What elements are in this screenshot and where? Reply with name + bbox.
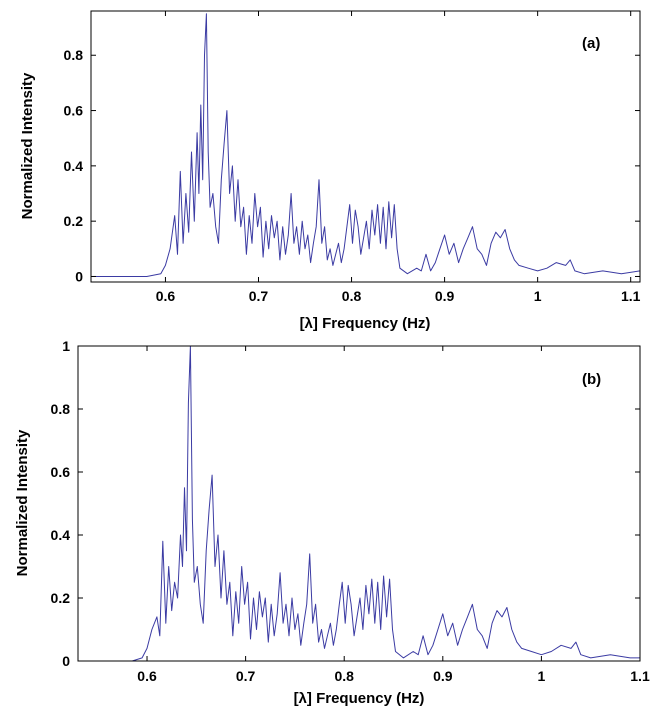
panel-b-ytick-label: 1 <box>62 338 70 354</box>
panel-a-xtick-label: 0.6 <box>156 288 176 304</box>
panel-a-ytick-label: 0 <box>75 268 83 284</box>
panel-a-tag: (a) <box>582 35 600 52</box>
panel-b-xtick-label: 0.9 <box>433 668 453 684</box>
panel-a-ytick-label: 0.2 <box>64 213 84 229</box>
panel-a: 0.6 0.7 0.8 0.9 1 1.1 0 0.2 0.4 0.6 0.8 (a) [λ] Fr… <box>19 10 641 332</box>
panel-b-xtick-label: 1.1 <box>630 668 650 684</box>
panel-b-xtick-label: 0.6 <box>137 668 157 684</box>
panel-a-ytick-label: 0.8 <box>64 47 84 63</box>
panel-b-frame <box>77 345 641 662</box>
panel-a-ytick-label: 0.4 <box>64 158 84 174</box>
panel-b-xlabel: [λ] Frequency (Hz) <box>294 690 425 707</box>
panel-b-xtick-label: 0.8 <box>334 668 354 684</box>
panel-b-tag: (b) <box>582 371 601 388</box>
panel-b-ytick-label: 0.6 <box>51 464 71 480</box>
panel-b-ytick-label: 0 <box>62 653 70 669</box>
panel-b-ticks: 0.6 0.7 0.8 0.9 1 1.1 0 0.2 0.4 0.6 0.8 1 <box>51 338 650 684</box>
panel-a-xlabel: [λ] Frequency (Hz) <box>300 315 431 332</box>
panel-a-ylabel: Normalized Intensity <box>19 72 36 219</box>
panel-b-xtick-label: 1 <box>538 668 546 684</box>
panel-a-xtick-label: 1.1 <box>621 288 641 304</box>
panel-a-plot-area <box>91 13 640 277</box>
panel-b-xtick-label: 0.7 <box>236 668 256 684</box>
panel-a-ytick-label: 0.6 <box>64 103 84 119</box>
panel-a-xtick-label: 0.9 <box>435 288 455 304</box>
panel-a-xtick-label: 0.7 <box>249 288 269 304</box>
panel-a-xtick-label: 0.8 <box>342 288 362 304</box>
panel-a-ticks: 0.6 0.7 0.8 0.9 1 1.1 0 0.2 0.4 0.6 0.8 <box>64 11 641 304</box>
panel-b-ylabel: Normalized Intensity <box>14 429 31 576</box>
panel-b-series-line <box>78 346 640 661</box>
panel-a-series-line <box>91 13 640 277</box>
panel-b-ytick-label: 0.8 <box>51 401 71 417</box>
panel-b-ytick-label: 0.2 <box>51 590 71 606</box>
panel-b-ytick-label: 0.4 <box>51 527 71 543</box>
panel-b-plot-area <box>78 346 640 661</box>
panel-a-xtick-label: 1 <box>534 288 542 304</box>
panel-b: 0.6 0.7 0.8 0.9 1 1.1 0 0.2 0.4 0.6 0.8 1 (b) [λ] F… <box>14 338 650 707</box>
panel-a-frame <box>90 10 641 283</box>
